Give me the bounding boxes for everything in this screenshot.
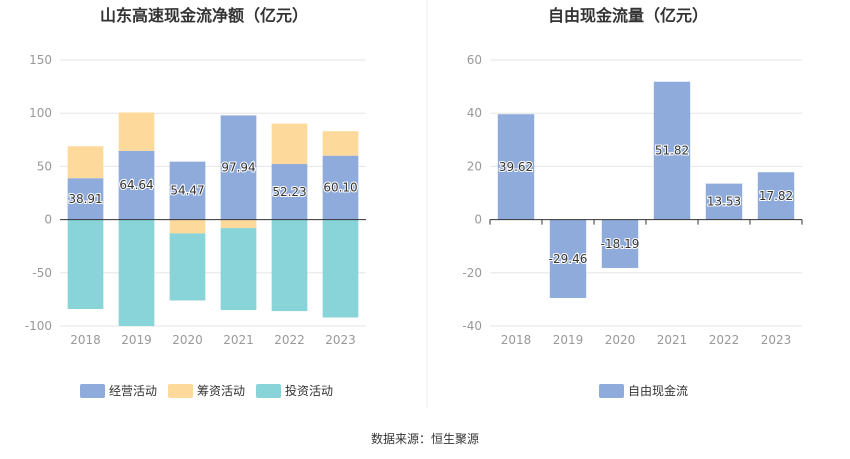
chart-2-legend-label: 自由现金流	[628, 383, 688, 398]
chart-1-bar-筹资活动	[220, 219, 257, 229]
chart-2-data-label: -18.19	[601, 237, 640, 251]
chart-1-bar-筹资活动	[169, 219, 206, 234]
chart-1-y-tick-label: 0	[44, 213, 52, 227]
chart-1-bar-筹资活动	[118, 112, 155, 151]
chart-1-bar-筹资活动	[67, 146, 104, 179]
chart-1-legend-label: 投资活动	[285, 383, 333, 398]
chart-2-bar-自由现金流	[601, 219, 639, 268]
chart-1-bar-经营活动	[67, 178, 104, 220]
chart-1-x-tick-label: 2021	[223, 333, 254, 347]
chart-2-data-label: 13.53	[707, 195, 741, 209]
chart-2-bar-自由现金流	[705, 183, 743, 220]
chart-1-y-tick-label: 100	[29, 106, 52, 120]
chart-1-bar-经营活动	[118, 150, 155, 220]
chart-1-bar-经营活动	[169, 161, 206, 220]
chart-1-y-tick-label: 50	[37, 159, 52, 173]
chart-1-x-tick-label: 2022	[274, 333, 305, 347]
chart-2-data-label: 39.62	[499, 160, 533, 174]
chart-1-data-label: 97.94	[221, 160, 255, 174]
chart-1-bar-经营活动	[322, 155, 359, 220]
chart-1-title: 山东高速现金流净额（亿元）	[100, 6, 308, 25]
chart-2-y-tick-label: -20	[462, 266, 482, 280]
chart-1-bar-投资活动	[67, 219, 104, 309]
chart-1-data-label: 52.23	[272, 185, 306, 199]
chart-1-legend-swatch	[256, 384, 281, 398]
chart-1-x-tick-label: 2019	[121, 333, 152, 347]
chart-2-y-tick-label: 60	[467, 53, 482, 67]
chart-1-legend-swatch	[168, 384, 193, 398]
source-note: 数据来源：恒生聚源	[371, 431, 479, 446]
chart-2-title: 自由现金流量（亿元）	[548, 6, 708, 25]
chart-1-x-tick-label: 2023	[325, 333, 356, 347]
chart-1-bar-投资活动	[271, 219, 308, 312]
chart-2-x-tick-label: 2022	[709, 333, 740, 347]
chart-2-data-label: -29.46	[549, 252, 588, 266]
chart-1-data-label: 38.91	[68, 192, 102, 206]
chart-1-data-label: 64.64	[119, 178, 153, 192]
chart-2-y-tick-label: 0	[474, 213, 482, 227]
chart-1-legend-label: 经营活动	[109, 384, 157, 398]
chart-2-data-label: 17.82	[759, 189, 793, 203]
chart-1-legend-swatch	[80, 384, 105, 398]
chart-1-bar-筹资活动	[271, 123, 308, 165]
chart-2-x-tick-label: 2018	[501, 333, 532, 347]
chart-2-bar-自由现金流	[757, 172, 795, 220]
chart-1-bar-经营活动	[271, 164, 308, 220]
chart-1-x-tick-label: 2018	[70, 333, 101, 347]
chart-1-data-label: 60.10	[323, 181, 357, 195]
chart-2-y-tick-label: -40	[462, 319, 482, 333]
chart-2-y-tick-label: 40	[467, 106, 482, 120]
chart-1-bar-投资活动	[322, 219, 359, 318]
chart-1-y-tick-label: -50	[32, 266, 52, 280]
chart-1-bar-筹资活动	[322, 131, 359, 156]
chart-1-data-label: 54.47	[170, 184, 204, 198]
chart-2-x-tick-label: 2019	[553, 333, 584, 347]
chart-2-y-tick-label: 20	[467, 159, 482, 173]
chart-2-x-tick-label: 2021	[657, 333, 688, 347]
chart-1-bar-投资活动	[169, 233, 206, 301]
chart-1-bar-投资活动	[220, 228, 257, 311]
chart-2-legend-swatch	[599, 384, 624, 398]
chart-1-y-tick-label: 150	[29, 53, 52, 67]
chart-2-x-tick-label: 2020	[605, 333, 636, 347]
chart-2-data-label: 51.82	[655, 144, 689, 158]
chart-2-bar-自由现金流	[653, 81, 691, 220]
chart-1-x-tick-label: 2020	[172, 333, 203, 347]
chart-2-bar-自由现金流	[549, 219, 587, 298]
chart-1-y-tick-label: -100	[25, 319, 52, 333]
chart-2-x-tick-label: 2023	[761, 333, 792, 347]
chart-1-legend-label: 筹资活动	[197, 384, 245, 398]
chart-2-bar-自由现金流	[497, 114, 535, 220]
chart-1-bar-投资活动	[118, 219, 155, 326]
chart-1-bar-经营活动	[220, 115, 257, 220]
